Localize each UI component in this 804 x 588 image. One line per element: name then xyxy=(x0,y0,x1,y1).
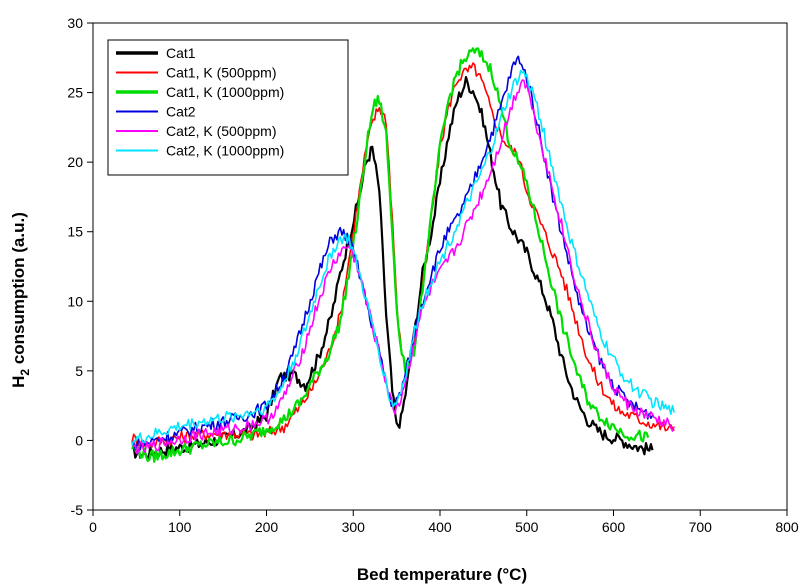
legend-label: Cat1, K (500ppm) xyxy=(166,65,277,81)
x-tick-label: 0 xyxy=(89,519,97,535)
x-tick-label: 200 xyxy=(255,519,279,535)
y-tick-label: 20 xyxy=(67,154,83,170)
x-axis: 0 100 200 300 400 500 600 700 800 xyxy=(89,510,799,535)
y-axis-title-subscript: 2 xyxy=(18,369,32,376)
legend-label: Cat2, K (500ppm) xyxy=(166,123,277,139)
x-tick-label: 100 xyxy=(168,519,192,535)
legend-label: Cat2, K (1000ppm) xyxy=(166,143,284,159)
series-line-5 xyxy=(131,79,675,455)
series-line-3 xyxy=(131,47,650,463)
legend: Cat1 Cat1, K (500ppm) Cat1, K (1000ppm) Cat… xyxy=(107,39,349,176)
y-axis: -5 0 5 10 15 20 25 30 xyxy=(67,15,93,518)
series-layer xyxy=(131,47,675,463)
x-tick-label: 800 xyxy=(775,519,799,535)
x-tick-label: 500 xyxy=(515,519,539,535)
x-tick-label: 300 xyxy=(342,519,366,535)
y-axis-title-rest: consumption (a.u.) xyxy=(9,212,28,369)
y-tick-label: 10 xyxy=(67,293,83,309)
legend-label: Cat2 xyxy=(166,104,196,120)
y-axis-title: H2 consumption (a.u.) xyxy=(9,212,32,388)
y-tick-label: 0 xyxy=(75,432,83,448)
y-tick-label: 30 xyxy=(67,15,83,31)
x-axis-title: Bed temperature (°C) xyxy=(357,565,527,584)
x-tick-label: 700 xyxy=(689,519,713,535)
y-axis-title-main: H xyxy=(9,376,28,388)
legend-label: Cat1 xyxy=(166,45,196,61)
y-tick-label: -5 xyxy=(71,502,84,518)
legend-label: Cat1, K (1000ppm) xyxy=(166,84,284,100)
x-tick-label: 600 xyxy=(602,519,626,535)
legend-box xyxy=(107,39,349,176)
y-tick-label: 25 xyxy=(67,85,83,101)
series-line-6 xyxy=(131,69,675,447)
y-tick-label: 15 xyxy=(67,224,83,240)
y-tick-label: 5 xyxy=(75,363,83,379)
x-tick-label: 400 xyxy=(428,519,452,535)
